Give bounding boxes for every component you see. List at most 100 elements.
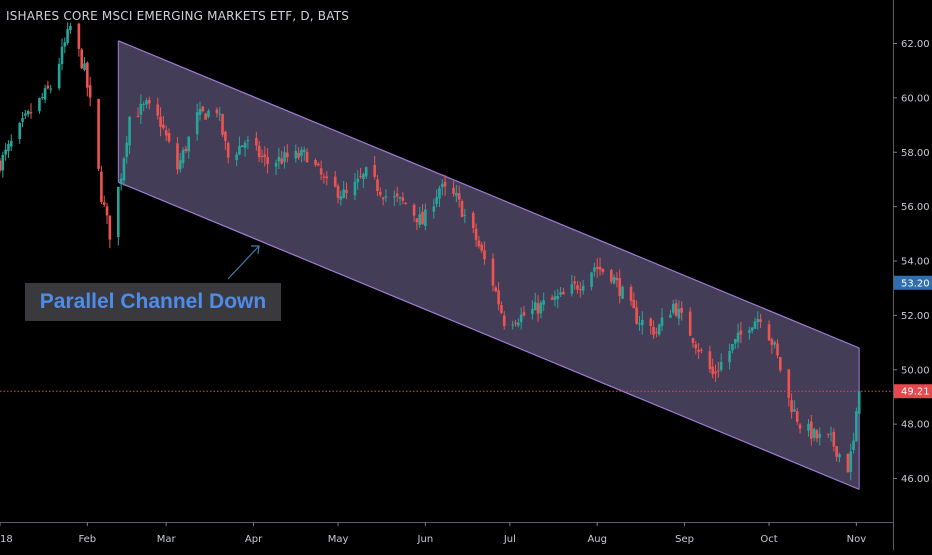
candle-body	[849, 451, 853, 472]
candle-body	[615, 278, 619, 281]
candle-body	[739, 330, 743, 335]
candle-body	[26, 110, 30, 115]
candle-body	[128, 116, 131, 146]
candle-body	[18, 122, 22, 139]
candle-body	[66, 29, 69, 43]
candle-body	[356, 178, 360, 183]
candle-body	[660, 317, 664, 326]
last-price-badge-bg	[894, 384, 932, 399]
candle-body	[531, 308, 534, 315]
candle-body	[364, 167, 368, 177]
candle-body	[657, 324, 661, 335]
candle-body	[708, 351, 712, 370]
candle-body	[756, 318, 760, 322]
candle-body	[277, 156, 281, 162]
candle-body	[156, 104, 160, 116]
candle-body	[697, 349, 700, 352]
candle-body	[497, 290, 500, 305]
candle-body	[297, 152, 300, 158]
candle-body	[471, 212, 475, 228]
candle-body	[226, 143, 230, 158]
candle-body	[483, 250, 486, 260]
candle-body	[457, 193, 461, 200]
candle-body	[573, 281, 576, 284]
candle-body	[635, 307, 638, 324]
candle-body	[294, 150, 298, 159]
candle-body	[159, 116, 162, 127]
candle-body	[852, 440, 855, 450]
candle-body	[514, 322, 517, 324]
candle-body	[793, 409, 796, 412]
time-tick-label: Jun	[417, 534, 434, 545]
time-tick-label: Oct	[760, 534, 777, 545]
time-tick-label: May	[328, 534, 349, 545]
channel-lower-line[interactable]	[118, 181, 860, 490]
candle-body	[553, 296, 557, 300]
candle-body	[319, 168, 323, 175]
candle-body	[243, 142, 247, 148]
candle-body	[49, 88, 53, 90]
candle-body	[384, 196, 388, 198]
candle-body	[731, 343, 734, 351]
candle-body	[339, 196, 343, 200]
candle-body	[691, 338, 695, 343]
price-axis[interactable]: 46.00 48.00 50.00 52.00 54.00 56.00 58.00 60.00…	[893, 0, 932, 550]
candlestick-series	[0, 22, 861, 481]
candle-body	[810, 421, 813, 439]
candle-body	[418, 214, 422, 225]
time-tick-label: Feb	[78, 534, 96, 545]
candle-body	[711, 366, 715, 375]
candle-body	[86, 62, 89, 88]
candle-body	[818, 433, 822, 438]
candle-body	[460, 201, 464, 217]
candle-body	[435, 197, 438, 205]
price-tick-label: 54.00	[901, 257, 930, 268]
candle-body	[122, 158, 126, 181]
candle-body	[432, 206, 436, 212]
parallel-channel[interactable]	[117, 40, 860, 490]
candle-body	[77, 23, 81, 49]
candle-body	[621, 286, 624, 299]
candle-body	[550, 297, 554, 300]
candle-body	[590, 272, 593, 287]
candle-body	[325, 176, 329, 179]
candle-body	[795, 411, 799, 422]
candle-body	[317, 163, 320, 166]
candle-body	[598, 266, 602, 270]
candle-body	[835, 446, 838, 457]
candle-body	[612, 276, 616, 284]
candle-body	[649, 318, 653, 327]
candle-body	[770, 339, 774, 345]
candle-body	[826, 433, 830, 435]
candle-body	[274, 162, 278, 167]
candle-body	[40, 96, 44, 99]
candle-body	[539, 302, 543, 314]
candle-body	[519, 314, 523, 323]
candle-body	[38, 98, 41, 112]
candle-body	[97, 98, 100, 169]
time-axis[interactable]: 2018 Feb Mar Apr May Jun Jul Aug Sep Oct Nov	[0, 522, 893, 550]
channel-label[interactable]: Parallel Channel Down	[25, 283, 281, 321]
candle-body	[480, 244, 484, 251]
candle-body	[221, 114, 224, 135]
channel-upper-line[interactable]	[118, 40, 860, 349]
candle-body	[474, 228, 478, 240]
annotation-arrow	[227, 245, 260, 280]
candle-body	[733, 339, 737, 344]
candle-body	[238, 145, 241, 155]
candle-body	[195, 112, 199, 135]
candle-body	[750, 327, 754, 331]
candle-body	[119, 178, 123, 185]
candle-body	[43, 88, 47, 100]
candle-body	[7, 143, 10, 152]
candle-body	[176, 143, 179, 170]
candle-body	[815, 430, 819, 439]
candle-body	[829, 433, 833, 435]
candle-body	[717, 370, 720, 372]
candle-body	[283, 152, 286, 162]
candle-body	[395, 193, 399, 197]
candle-body	[207, 110, 210, 118]
candle-body	[21, 118, 24, 122]
